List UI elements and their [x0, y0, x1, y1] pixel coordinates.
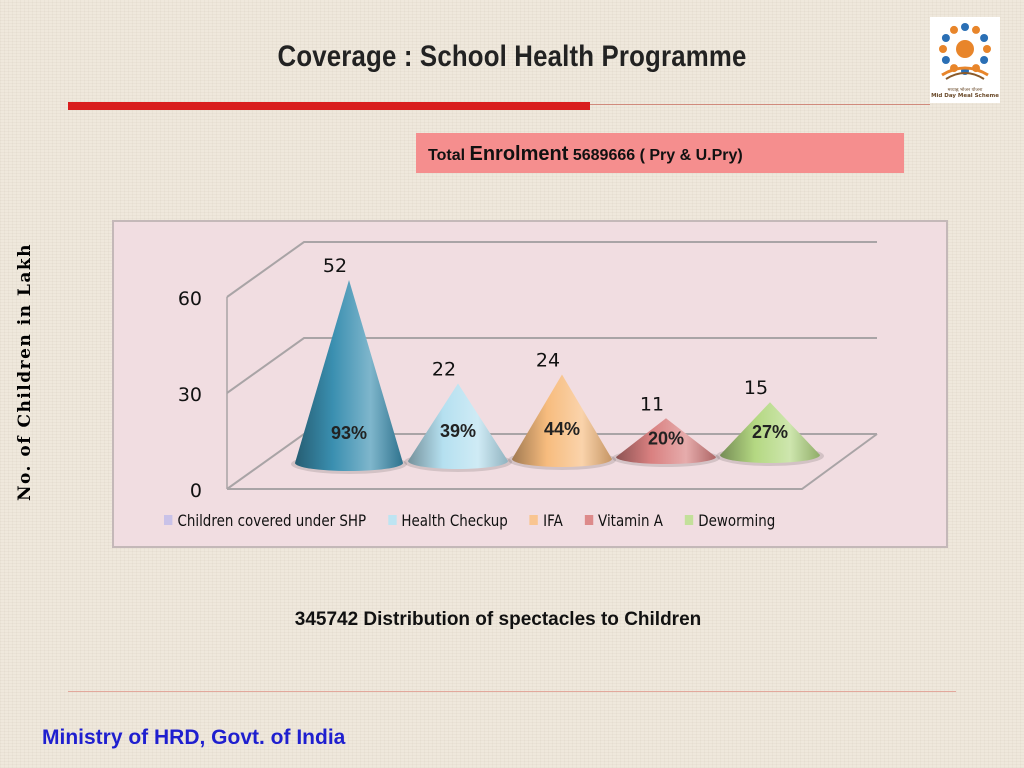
- y-tick-label: 60: [178, 288, 202, 310]
- chart-legend: Children covered under SHP Health Checkup…: [164, 509, 797, 531]
- percent-label: 44%: [544, 419, 580, 439]
- value-label: 24: [536, 350, 560, 372]
- y-tick-label: 30: [178, 384, 202, 406]
- title-underline-line: [590, 104, 930, 105]
- legend-swatch: [164, 515, 173, 525]
- enrolment-value: 5689666 ( Pry & U.Pry): [572, 147, 743, 164]
- enrolment-keyword: Enrolment: [469, 143, 569, 165]
- cone-chart: 0 30 60 52 93% 22 39% 24 44% 11 20% 15 27%: [178, 241, 878, 502]
- percent-label: 39%: [440, 421, 476, 441]
- gridline: [226, 241, 877, 298]
- logo-emblem-icon: [939, 23, 991, 80]
- floor-edge: [227, 433, 878, 490]
- cone-3: [612, 418, 720, 467]
- percent-label: 20%: [648, 429, 684, 449]
- chart-area: 0 30 60 52 93% 22 39% 24 44% 11 20% 15 27%: [112, 220, 948, 548]
- slide-title: Coverage : School Health Programme: [277, 40, 747, 73]
- legend-item: Children covered under SHP: [164, 511, 366, 530]
- y-tick-label: 0: [190, 480, 202, 502]
- value-label: 11: [640, 393, 664, 415]
- cone-mark: [295, 279, 403, 471]
- percent-label: 93%: [331, 423, 367, 443]
- legend-label: Children covered under SHP: [177, 510, 367, 530]
- value-label: 22: [432, 359, 456, 381]
- total-enrolment-box: Total Enrolment 5689666 ( Pry & U.Pry): [416, 133, 904, 173]
- legend-item: IFA: [529, 510, 563, 530]
- cone-4: [716, 402, 824, 466]
- logo-script-text: मध्याह्न भोजन योजना: [947, 88, 983, 93]
- footer-divider: [68, 691, 956, 692]
- title-underline-bar: [68, 102, 590, 110]
- legend-item: Vitamin A: [584, 510, 663, 530]
- cone-mark: [720, 402, 820, 463]
- cone-mark: [616, 418, 716, 464]
- enrolment-prefix: Total: [428, 147, 466, 164]
- legend-swatch: [387, 515, 397, 525]
- value-label: 52: [323, 255, 347, 277]
- spectacles-caption: 345742 Distribution of spectacles to Chi…: [294, 609, 702, 630]
- cone-mark: [512, 374, 612, 467]
- legend-item: Deworming: [684, 510, 776, 530]
- footer-ministry: Ministry of HRD, Govt. of India: [42, 726, 346, 749]
- cone-2: [508, 374, 616, 470]
- legend-label: Health Checkup: [401, 510, 508, 530]
- gridline: [226, 337, 877, 394]
- cone-mark: [408, 383, 508, 469]
- y-axis-title-text: No. of Children in Lakh: [15, 242, 35, 502]
- cone-0: [291, 279, 407, 474]
- legend-label: Vitamin A: [598, 510, 663, 530]
- mid-day-meal-logo: मध्याह्न भोजन योजना Mid Day Meal Scheme: [930, 17, 1000, 103]
- value-label: 15: [744, 377, 768, 399]
- legend-swatch: [529, 515, 539, 525]
- legend-item: Health Checkup: [387, 510, 508, 530]
- legend-swatch: [684, 515, 694, 525]
- legend-swatch: [584, 515, 594, 525]
- percent-label: 27%: [752, 422, 788, 442]
- cone-1: [404, 383, 512, 472]
- legend-label: Deworming: [698, 510, 776, 530]
- legend-label: IFA: [543, 510, 563, 530]
- logo-name: Mid Day Meal Scheme: [931, 93, 999, 99]
